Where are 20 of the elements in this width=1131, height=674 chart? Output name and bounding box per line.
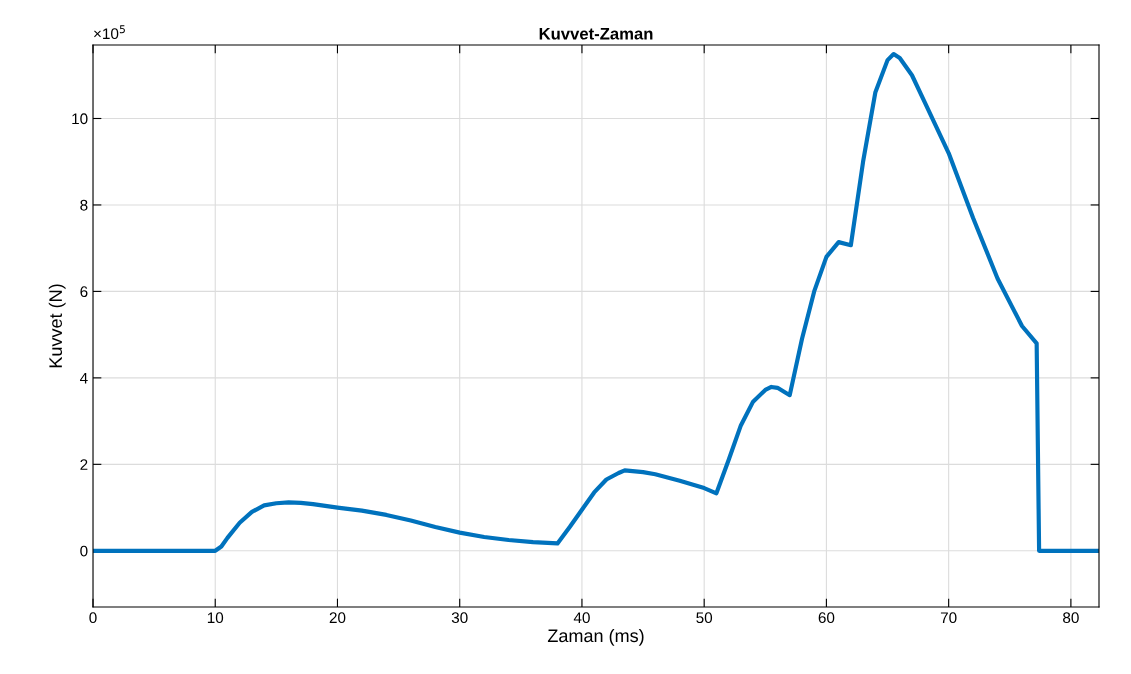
x-tick-label: 60 (818, 612, 835, 624)
line-series (93, 51, 1099, 553)
x-tick-label: 20 (329, 612, 346, 624)
x-tick-label: 40 (573, 612, 590, 624)
x-tick-label: 50 (696, 612, 713, 624)
x-tick-label: 0 (89, 612, 97, 624)
y-tick-label: 0 (80, 545, 88, 557)
y-tick-label: 4 (79, 372, 88, 384)
x-tick-label: 80 (1063, 612, 1079, 624)
text: ×10$^{5}$ (94, 25, 125, 40)
x-axis-title: Zaman (ms) (547, 628, 644, 646)
y-tick-label: 6 (80, 286, 88, 298)
y-tick-label: 10 (72, 113, 88, 125)
x-tick-label: 70 (940, 612, 957, 624)
x-tick-label: 30 (451, 612, 468, 624)
y-tick-label: 8 (80, 199, 88, 211)
x-tick-label: 10 (207, 612, 224, 624)
y-tick-label: 2 (80, 459, 88, 470)
y-axis-title: Kuvvet (N) (48, 284, 66, 368)
chart-title: Kuvvet-Zaman (539, 27, 653, 40)
